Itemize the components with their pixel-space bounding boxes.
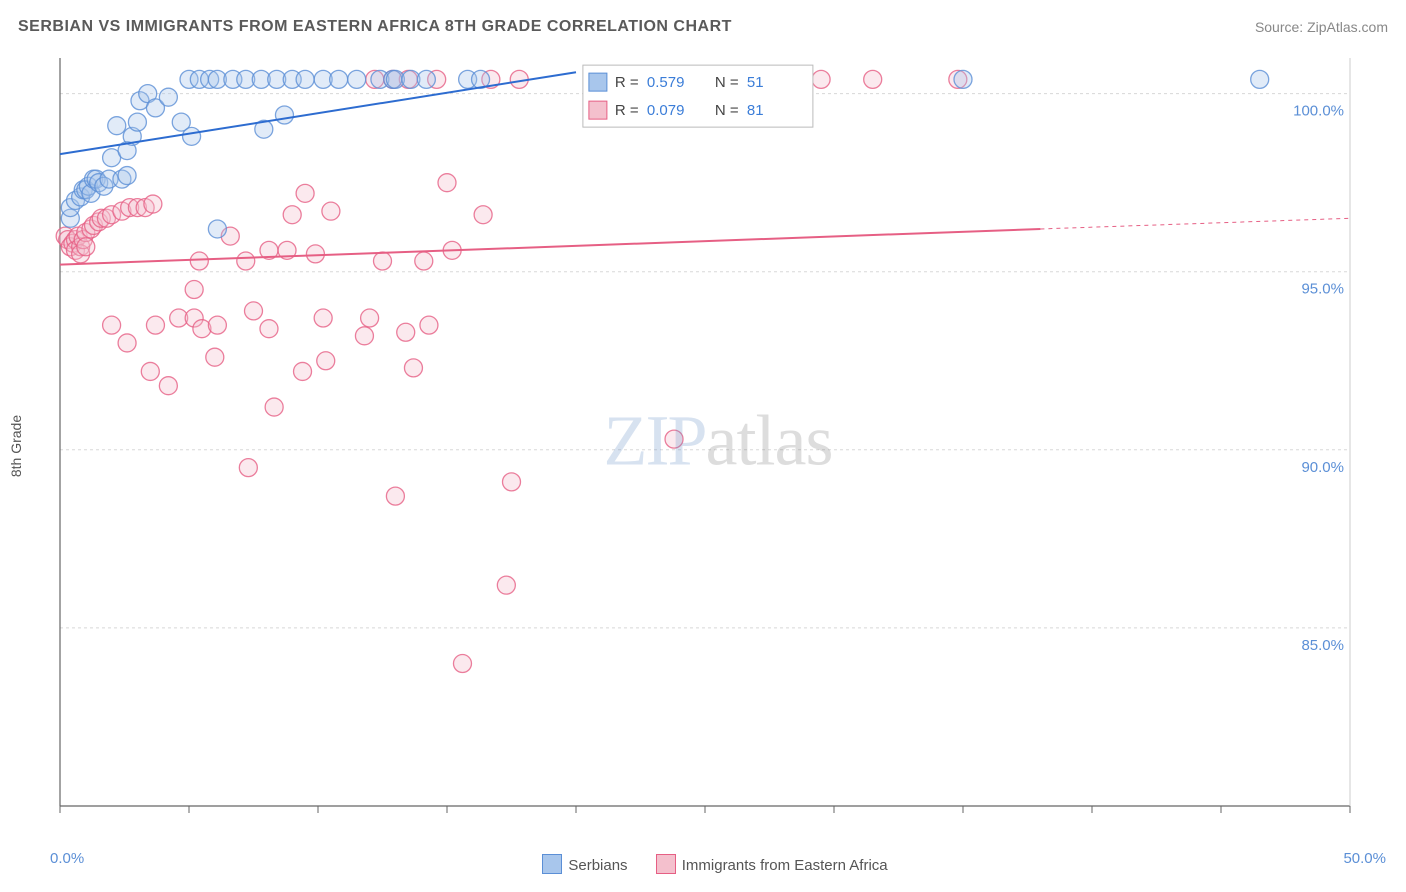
legend-label-serbians: Serbians [568, 857, 627, 874]
svg-text:81: 81 [747, 102, 764, 119]
legend-label-immigrants: Immigrants from Eastern Africa [682, 857, 888, 874]
svg-text:0.579: 0.579 [647, 74, 685, 91]
scatter-chart-svg: 85.0% 90.0% 95.0% 100.0% R = 0.579 N = 51 R = 0.0… [50, 50, 1386, 832]
svg-text:N =: N = [715, 74, 739, 91]
y-axis-label: 8th Grade [8, 415, 24, 477]
chart-title: SERBIAN VS IMMIGRANTS FROM EASTERN AFRIC… [18, 18, 732, 36]
legend-swatch-serbians [542, 854, 562, 874]
svg-text:R =: R = [615, 102, 639, 119]
svg-text:90.0%: 90.0% [1301, 459, 1344, 476]
svg-text:0.079: 0.079 [647, 102, 685, 119]
source-label: Source: ZipAtlas.com [1255, 19, 1388, 35]
legend-swatch-immigrants [656, 854, 676, 874]
bottom-legend: Serbians Immigrants from Eastern Africa [0, 854, 1406, 874]
svg-text:85.0%: 85.0% [1301, 637, 1344, 654]
svg-text:51: 51 [747, 74, 764, 91]
header: SERBIAN VS IMMIGRANTS FROM EASTERN AFRIC… [18, 18, 1388, 36]
chart-area: 85.0% 90.0% 95.0% 100.0% R = 0.579 N = 51 R = 0.0… [50, 50, 1386, 832]
svg-text:95.0%: 95.0% [1301, 281, 1344, 298]
svg-text:N =: N = [715, 102, 739, 119]
svg-text:100.0%: 100.0% [1293, 103, 1344, 120]
svg-text:R =: R = [615, 74, 639, 91]
